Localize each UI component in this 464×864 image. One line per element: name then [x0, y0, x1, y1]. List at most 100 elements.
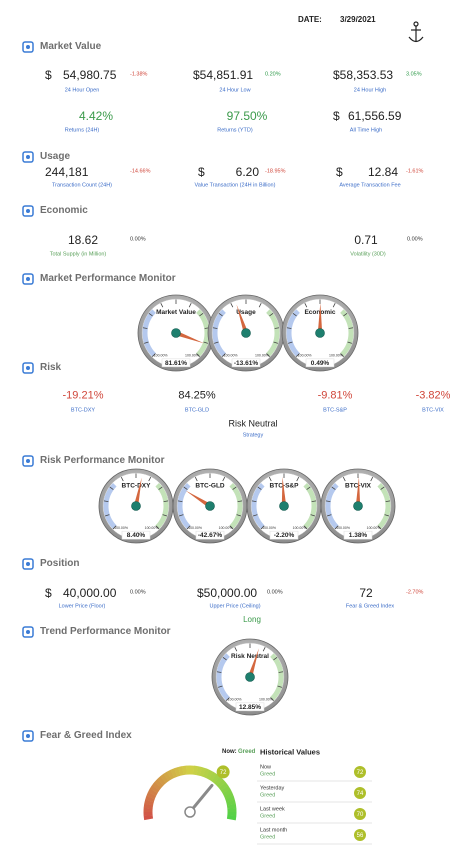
gauge-tick	[377, 525, 382, 530]
label: Fear & Greed Index	[345, 603, 395, 610]
gauge-needle	[355, 477, 361, 507]
gauge-tick	[222, 353, 226, 357]
gauge-min-label: -100.00%	[227, 698, 242, 702]
gauge-tick	[148, 312, 153, 317]
gauge-tick	[144, 341, 149, 344]
gauge-value-box	[231, 358, 261, 368]
history-value: 72	[357, 770, 364, 776]
value: $50,000.00	[197, 586, 258, 600]
value: 4.42%	[78, 109, 114, 123]
class: Greed	[260, 813, 276, 820]
gauge-tick	[296, 476, 300, 482]
gauge-tick	[306, 486, 311, 490]
gauge-min-label: -100.00%	[153, 354, 168, 358]
period: Now	[260, 764, 272, 771]
change: -1.38%	[130, 71, 148, 78]
title: Trend Performance Monitor	[40, 626, 171, 637]
label: Upper Price (Ceiling)	[209, 603, 261, 610]
gauge-tick	[296, 353, 300, 357]
gauge-name: BTC-GLD	[195, 482, 225, 489]
fg-arc	[174, 767, 181, 777]
value: 72	[359, 586, 373, 600]
gauge-max-label: 100.00%	[329, 354, 343, 358]
gauge-tick	[109, 486, 114, 490]
gauge-value-box	[343, 530, 373, 540]
label: Returns (24H)	[64, 127, 100, 134]
gauge-max-label: 100.00%	[145, 526, 159, 530]
value: 18.62	[67, 233, 99, 247]
class: Greed	[260, 792, 276, 799]
gauge-value-box	[305, 358, 335, 368]
gauge-tick	[155, 525, 160, 530]
gauge-tick	[178, 514, 184, 517]
gauge-min-label: -100.00%	[187, 526, 202, 530]
change: 0.00%	[130, 236, 146, 243]
label: Returns (YTD)	[217, 127, 253, 134]
fg-arc	[216, 779, 226, 789]
section-icon	[22, 730, 34, 742]
gauge-value-box	[161, 358, 191, 368]
title: Position	[40, 558, 80, 569]
fg-arc	[196, 766, 203, 776]
fg-arc	[202, 768, 210, 779]
history-title: Historical Values	[260, 747, 321, 757]
gauge-tick	[310, 514, 316, 517]
gauge-pivot	[171, 328, 181, 338]
fg-arc	[226, 799, 236, 806]
gauge-value: 8.40%	[127, 532, 146, 539]
gauge-tick	[340, 353, 344, 357]
gauge-name: Market Value	[156, 309, 196, 316]
label: Strategy	[242, 432, 264, 439]
title: Risk	[40, 362, 62, 373]
value: 54,980.75	[63, 68, 117, 82]
fg-arc	[145, 795, 155, 803]
date: 3/29/2021	[340, 15, 376, 24]
gauge-tick	[226, 697, 230, 701]
period: Last week	[260, 806, 285, 813]
gauge-needle	[281, 477, 287, 507]
gauge-tick	[252, 514, 258, 517]
gauge-tick	[162, 514, 168, 517]
section-icon	[22, 273, 34, 285]
gauge-min-label: -100.00%	[335, 526, 350, 530]
gauge: Economic-100.00%100.00%0.49%	[281, 294, 359, 372]
gauge-pivot	[353, 501, 363, 511]
section-icon-dot	[26, 734, 30, 738]
gauge-max-label: 100.00%	[367, 526, 381, 530]
fg-arc	[151, 781, 162, 791]
history-bubble	[354, 766, 366, 778]
history-value: 70	[357, 812, 364, 818]
gauge-min-label: -100.00%	[223, 354, 238, 358]
title: Economic	[40, 205, 88, 216]
fg-arc	[226, 815, 237, 821]
gauge-tick	[160, 302, 164, 308]
section-icon	[22, 558, 34, 570]
gauge-tick	[103, 500, 109, 503]
label: BTC-VIX	[422, 407, 444, 414]
gauge-tick	[196, 353, 200, 357]
direction: Long	[243, 615, 261, 624]
gauge-tick	[288, 341, 293, 344]
gauge-tick	[258, 302, 262, 308]
gauge-value: -2.20%	[274, 532, 295, 539]
gauge-tick	[214, 341, 219, 344]
value: $54,851.91	[193, 68, 254, 82]
gauge-value-box	[121, 530, 151, 540]
title: Usage	[40, 151, 71, 162]
gauge-pivot	[245, 672, 255, 682]
gauge-tick	[186, 525, 191, 530]
section-icon-dot	[26, 209, 30, 213]
fg-arc	[160, 773, 169, 784]
change: -1.61%	[406, 168, 424, 175]
value: Risk Neutral	[228, 418, 278, 429]
gauge-tick	[232, 486, 237, 490]
section-icon-dot	[26, 45, 30, 49]
gauge-tick	[229, 525, 234, 530]
section-icon	[22, 41, 34, 53]
label: Lower Price (Floor)	[58, 603, 106, 610]
label: BTC-S&P	[323, 407, 347, 414]
gauge-tick	[311, 500, 317, 503]
change: 0.00%	[267, 589, 283, 596]
